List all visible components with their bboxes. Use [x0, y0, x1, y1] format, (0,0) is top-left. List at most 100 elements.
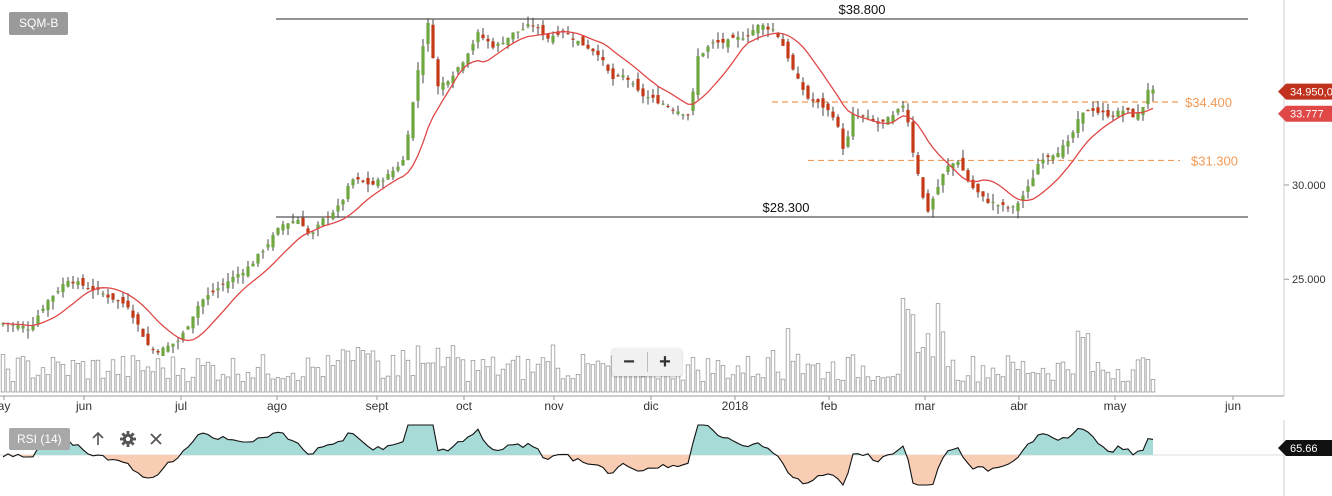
- candle-down: [986, 198, 990, 203]
- candle-up: [1056, 153, 1060, 158]
- gear-icon[interactable]: [117, 428, 139, 450]
- candle-up: [1121, 110, 1125, 116]
- candle-up: [291, 221, 295, 223]
- x-tick-label: dic: [643, 399, 658, 413]
- candle-down: [361, 180, 365, 182]
- candle-down: [871, 118, 875, 121]
- volume-bar: [455, 357, 461, 393]
- candle-up: [176, 340, 180, 342]
- candle-up: [756, 25, 760, 34]
- ticker-badge[interactable]: SQM-B: [9, 12, 69, 35]
- candle-up: [56, 291, 60, 293]
- volume-bar: [295, 379, 301, 393]
- volume-bar: [330, 365, 336, 393]
- zoom-in-button[interactable]: +: [659, 351, 671, 373]
- volume-bar: [460, 359, 466, 393]
- volume-bar: [215, 379, 221, 393]
- candle-up: [576, 40, 580, 45]
- candle-down: [981, 191, 985, 197]
- volume-bar: [1110, 378, 1116, 393]
- candle-down: [881, 119, 885, 122]
- candle-up: [991, 201, 995, 203]
- candle-down: [1001, 202, 1005, 205]
- volume-bar: [45, 374, 51, 393]
- volume-bar: [640, 376, 646, 393]
- volume-bar: [530, 371, 536, 393]
- volume-bar: [745, 355, 751, 393]
- volume-bar: [1130, 369, 1136, 393]
- volume-bar: [510, 359, 516, 393]
- candle-down: [566, 33, 570, 35]
- volume-bar: [575, 374, 581, 393]
- candle-up: [946, 165, 950, 172]
- candle-down: [656, 95, 660, 104]
- volume-bar: [1040, 367, 1046, 393]
- volume-bar: [135, 360, 141, 393]
- volume-bar: [1150, 379, 1156, 393]
- candle-down: [926, 193, 930, 212]
- candle-up: [516, 31, 520, 33]
- candle-up: [631, 83, 635, 85]
- volume-bar: [950, 359, 956, 393]
- candle-down: [686, 114, 690, 116]
- candle-down: [571, 38, 575, 40]
- zoom-out-button[interactable]: −: [623, 351, 635, 373]
- candle-up: [416, 70, 420, 101]
- candle-down: [811, 99, 815, 101]
- volume-bar: [50, 356, 56, 393]
- candle-down: [81, 278, 85, 286]
- volume-bar: [920, 347, 926, 393]
- volume-bar: [20, 356, 26, 393]
- volume-bar: [980, 365, 986, 393]
- close-icon[interactable]: [145, 428, 167, 450]
- candle-up: [446, 81, 450, 85]
- volume-bar: [200, 364, 206, 393]
- volume-bar: [240, 381, 246, 393]
- volume-bar: [365, 353, 371, 393]
- sma-value-badge: 33.777: [1278, 105, 1332, 122]
- volume-bar: [0, 354, 6, 393]
- volume-bar: [560, 378, 566, 393]
- volume-bar: [305, 357, 311, 393]
- candle-up: [266, 244, 270, 248]
- volume-bar: [1080, 337, 1086, 393]
- volume-bar: [715, 360, 721, 393]
- volume-bar: [790, 360, 796, 393]
- candle-down: [1096, 107, 1100, 113]
- volume-bar: [470, 359, 476, 393]
- volume-bar: [445, 356, 451, 393]
- volume-bar: [390, 354, 396, 393]
- candle-up: [886, 117, 890, 125]
- volume-bar: [695, 369, 701, 393]
- candle-up: [36, 315, 40, 325]
- volume-bar: [15, 357, 21, 393]
- volume-bar: [145, 366, 151, 393]
- last-price-badge-text: 34.950,0: [1290, 87, 1332, 99]
- volume-bar: [1060, 361, 1066, 393]
- candle-down: [841, 128, 845, 149]
- volume-bar: [780, 378, 786, 393]
- volume-bar: [835, 379, 841, 393]
- candle-down: [776, 32, 780, 37]
- volume-bar: [870, 379, 876, 393]
- candle-up: [76, 281, 80, 286]
- candle-up: [101, 293, 105, 295]
- candle-down: [86, 288, 90, 290]
- volume-bar: [770, 350, 776, 393]
- candle-up: [681, 114, 685, 116]
- volume-bar: [375, 360, 381, 393]
- arrow-up-icon[interactable]: [87, 428, 109, 450]
- rsi-label[interactable]: RSI (14): [9, 428, 70, 450]
- candle-down: [796, 73, 800, 79]
- candle-up: [691, 91, 695, 111]
- candle-up: [196, 305, 200, 318]
- candle-down: [91, 286, 95, 291]
- candle-up: [941, 174, 945, 186]
- volume-bar: [1090, 371, 1096, 393]
- candle-up: [736, 36, 740, 40]
- volume-bar: [225, 376, 231, 393]
- candle-down: [921, 177, 925, 198]
- candle-down: [806, 85, 810, 99]
